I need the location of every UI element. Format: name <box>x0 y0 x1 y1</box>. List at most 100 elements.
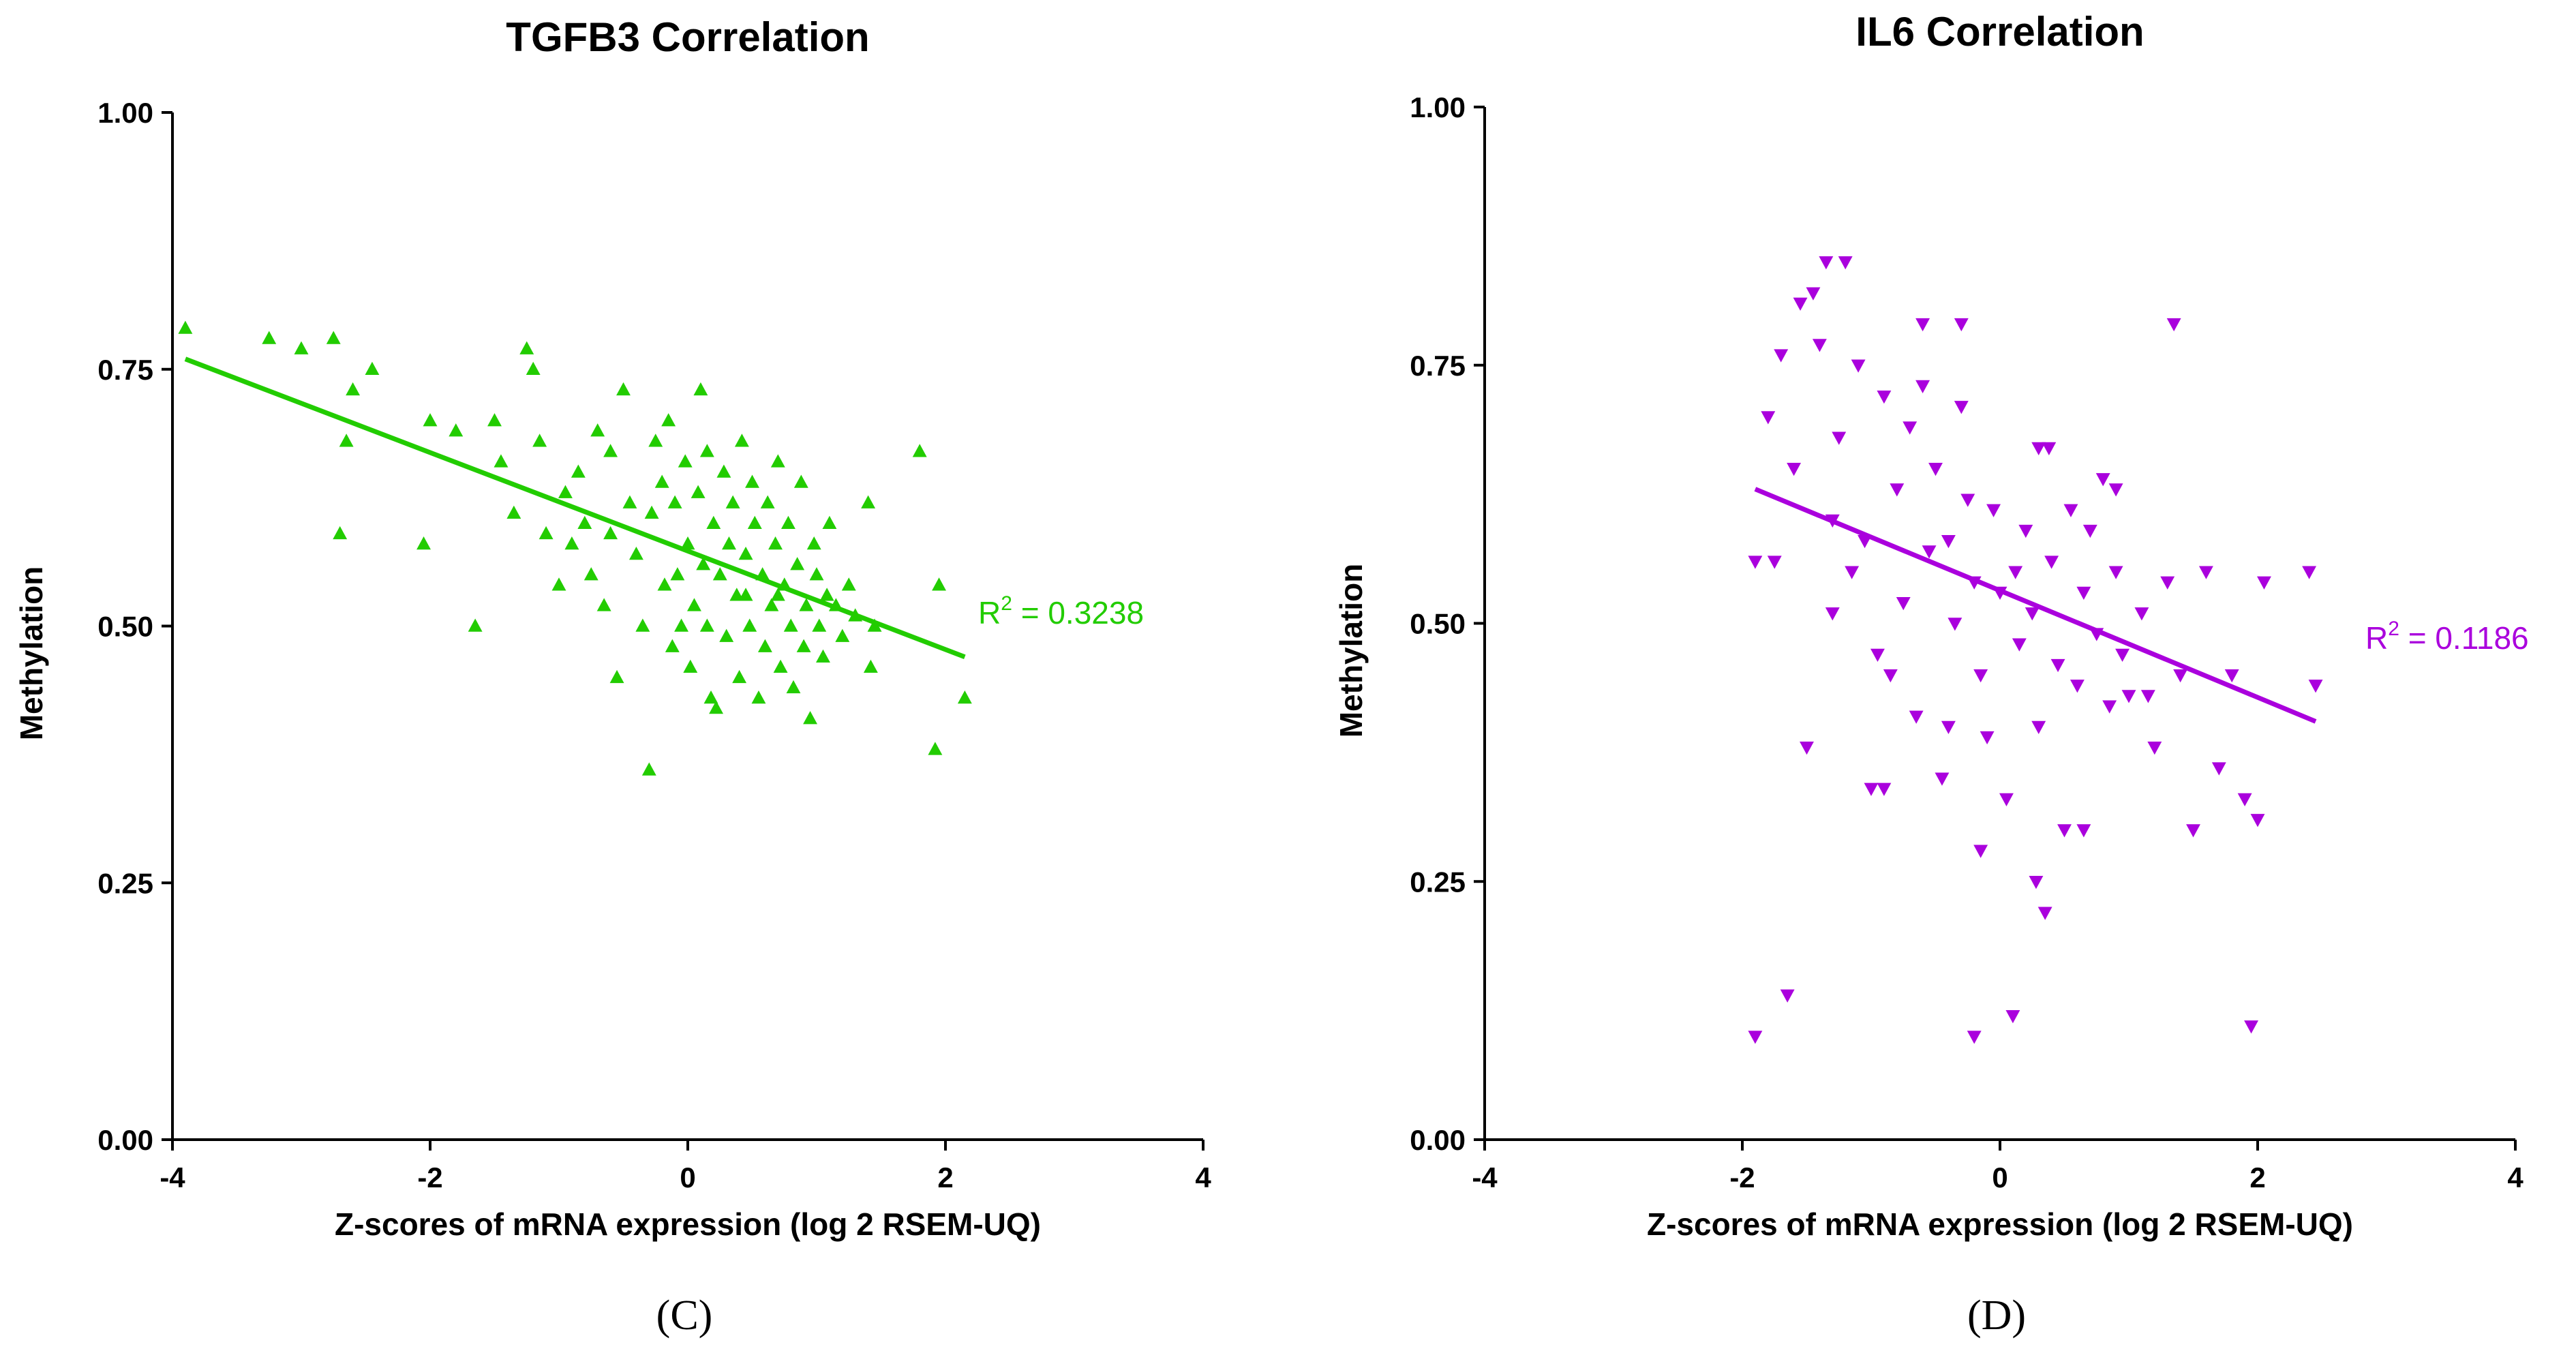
data-point <box>2037 907 2052 920</box>
data-point <box>742 618 757 632</box>
data-point <box>2211 762 2226 776</box>
data-point <box>2076 824 2091 838</box>
data-point <box>732 669 747 684</box>
data-point <box>757 639 772 652</box>
data-point <box>519 341 534 354</box>
data-point <box>957 690 972 704</box>
data-point <box>751 690 766 704</box>
data-point <box>609 669 624 684</box>
x-tick-label: -2 <box>1729 1161 1755 1194</box>
data-point <box>2186 824 2200 838</box>
y-tick-label: 0.50 <box>97 611 153 643</box>
x-tick-label: 4 <box>1195 1161 1211 1194</box>
data-point <box>603 444 618 457</box>
data-point <box>709 701 724 714</box>
data-point <box>2095 473 2110 487</box>
data-point <box>506 505 521 519</box>
data-point <box>2012 638 2027 652</box>
data-point <box>729 588 744 601</box>
data-point <box>809 567 824 581</box>
data-point <box>1890 483 1905 497</box>
data-point <box>790 557 805 571</box>
y-tick-label: 1.00 <box>97 97 153 129</box>
data-point <box>654 474 669 488</box>
panel-label: (C) <box>656 1292 713 1339</box>
data-point <box>822 515 837 530</box>
data-point <box>494 454 509 468</box>
x-tick-label: -2 <box>417 1161 442 1194</box>
data-point <box>2005 1009 2020 1024</box>
data-point <box>1870 648 1885 662</box>
data-point <box>773 659 788 673</box>
data-point <box>835 628 850 642</box>
data-point <box>333 526 348 540</box>
data-point <box>2224 669 2239 683</box>
data-point <box>2082 524 2097 538</box>
data-point <box>571 464 586 478</box>
data-point <box>2008 566 2023 579</box>
data-point <box>2025 607 2040 621</box>
data-point <box>551 577 566 591</box>
data-point <box>2244 1020 2258 1034</box>
data-point <box>2108 566 2123 579</box>
data-point <box>294 341 309 354</box>
data-point <box>657 577 672 591</box>
data-point <box>2031 442 2046 455</box>
data-point <box>584 567 598 581</box>
data-point <box>423 413 438 427</box>
data-point <box>1825 607 1840 621</box>
y-tick-label: 0.75 <box>1410 350 1466 382</box>
data-point <box>670 567 685 581</box>
data-point <box>1941 720 1956 734</box>
data-point <box>468 618 483 632</box>
data-point <box>1845 566 1860 579</box>
data-point <box>674 618 688 632</box>
data-point <box>786 680 801 694</box>
data-point <box>816 649 830 663</box>
panel-label: (D) <box>1967 1292 2026 1339</box>
data-point <box>2147 742 2162 755</box>
data-point <box>678 454 693 468</box>
y-axis-label: Methylation <box>1333 564 1369 738</box>
data-point <box>635 618 650 632</box>
data-point <box>449 423 464 437</box>
data-point <box>680 536 695 550</box>
data-point <box>262 331 277 344</box>
y-tick-label: 0.00 <box>97 1124 153 1156</box>
data-point <box>648 434 663 447</box>
data-point <box>2134 607 2149 621</box>
data-point <box>1748 1031 1763 1044</box>
data-point <box>841 577 856 591</box>
data-point <box>2160 576 2175 590</box>
y-tick-label: 0.25 <box>1410 866 1466 898</box>
data-point <box>532 434 547 447</box>
chart-panel-2: IL6 Correlation -4 -2 0 2 4 0.00 0.25 0.50 0.75 1.… <box>1333 9 2529 1339</box>
data-point <box>526 361 541 375</box>
data-point <box>687 598 701 611</box>
data-point <box>178 320 193 334</box>
data-point <box>365 361 380 375</box>
data-point <box>799 598 814 611</box>
data-point <box>1986 504 2001 517</box>
data-point <box>1832 431 1847 445</box>
data-point <box>616 382 631 396</box>
data-point <box>641 762 656 776</box>
y-tick-label: 1.00 <box>1410 91 1466 123</box>
data-point <box>1915 380 1930 394</box>
data-point <box>2166 318 2181 332</box>
data-point <box>691 485 706 498</box>
data-point <box>716 464 731 478</box>
data-point <box>806 536 821 550</box>
data-point <box>719 628 734 642</box>
data-point <box>1774 349 1789 363</box>
data-point <box>928 742 943 755</box>
x-tick-label: 0 <box>1992 1161 2007 1194</box>
data-point <box>819 588 834 601</box>
data-point <box>703 690 718 704</box>
data-point <box>1864 782 1879 796</box>
data-point <box>1883 669 1898 683</box>
data-point <box>2115 648 2130 662</box>
data-point <box>590 423 605 437</box>
data-point <box>867 618 882 632</box>
chart-title: IL6 Correlation <box>1855 9 2144 55</box>
